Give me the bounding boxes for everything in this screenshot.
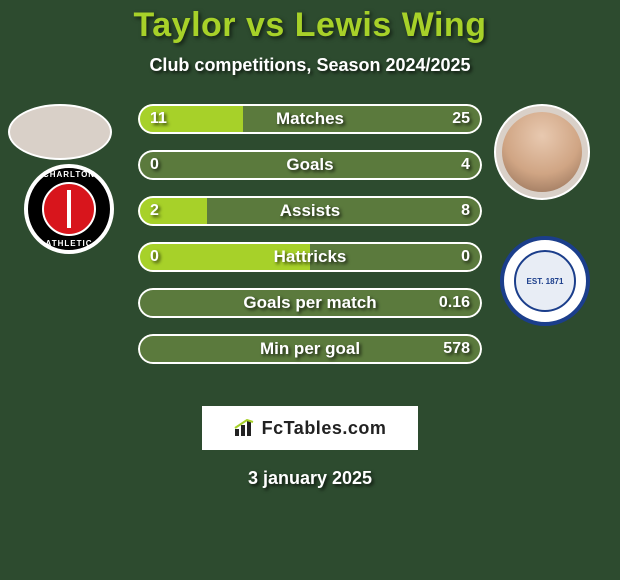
player-left-avatar (8, 104, 112, 160)
compare-area: CHARLTON ATHLETIC EST. 1871 1125Matches 0… (0, 104, 620, 384)
stat-label: Goals per match (138, 288, 482, 318)
club-left-name-bot: ATHLETIC (28, 239, 110, 248)
bars-icon (234, 419, 256, 437)
club-badge-left: CHARLTON ATHLETIC (24, 164, 114, 254)
stat-label: Hattricks (138, 242, 482, 272)
player-right-face (502, 112, 582, 192)
page-root: Taylor vs Lewis Wing Club competitions, … (0, 0, 620, 580)
stat-label: Goals (138, 150, 482, 180)
club-right-est: EST. 1871 (527, 277, 564, 286)
stat-row: 1125Matches (138, 104, 482, 134)
club-left-name-top: CHARLTON (28, 170, 110, 179)
stat-label: Matches (138, 104, 482, 134)
stat-row: 28Assists (138, 196, 482, 226)
stat-label: Assists (138, 196, 482, 226)
date-text: 3 january 2025 (0, 468, 620, 489)
stat-row: 0.16Goals per match (138, 288, 482, 318)
branding-label: FcTables.com (262, 418, 387, 439)
stat-row: 578Min per goal (138, 334, 482, 364)
club-left-sword-icon (67, 190, 71, 228)
stat-row: 04Goals (138, 150, 482, 180)
stat-label: Min per goal (138, 334, 482, 364)
stat-bars: 1125Matches 04Goals 28Assists 00Hattricks 0.… (138, 104, 482, 380)
club-right-inner: EST. 1871 (514, 250, 576, 312)
club-badge-right: EST. 1871 (500, 236, 590, 326)
title-right-name: Lewis Wing (295, 6, 487, 44)
title-vs: vs (246, 6, 285, 44)
stat-row: 00Hattricks (138, 242, 482, 272)
page-title: Taylor vs Lewis Wing (0, 6, 620, 45)
subtitle: Club competitions, Season 2024/2025 (0, 55, 620, 76)
branding-badge[interactable]: FcTables.com (202, 406, 418, 450)
title-left-name: Taylor (134, 6, 237, 44)
player-right-avatar (494, 104, 590, 200)
